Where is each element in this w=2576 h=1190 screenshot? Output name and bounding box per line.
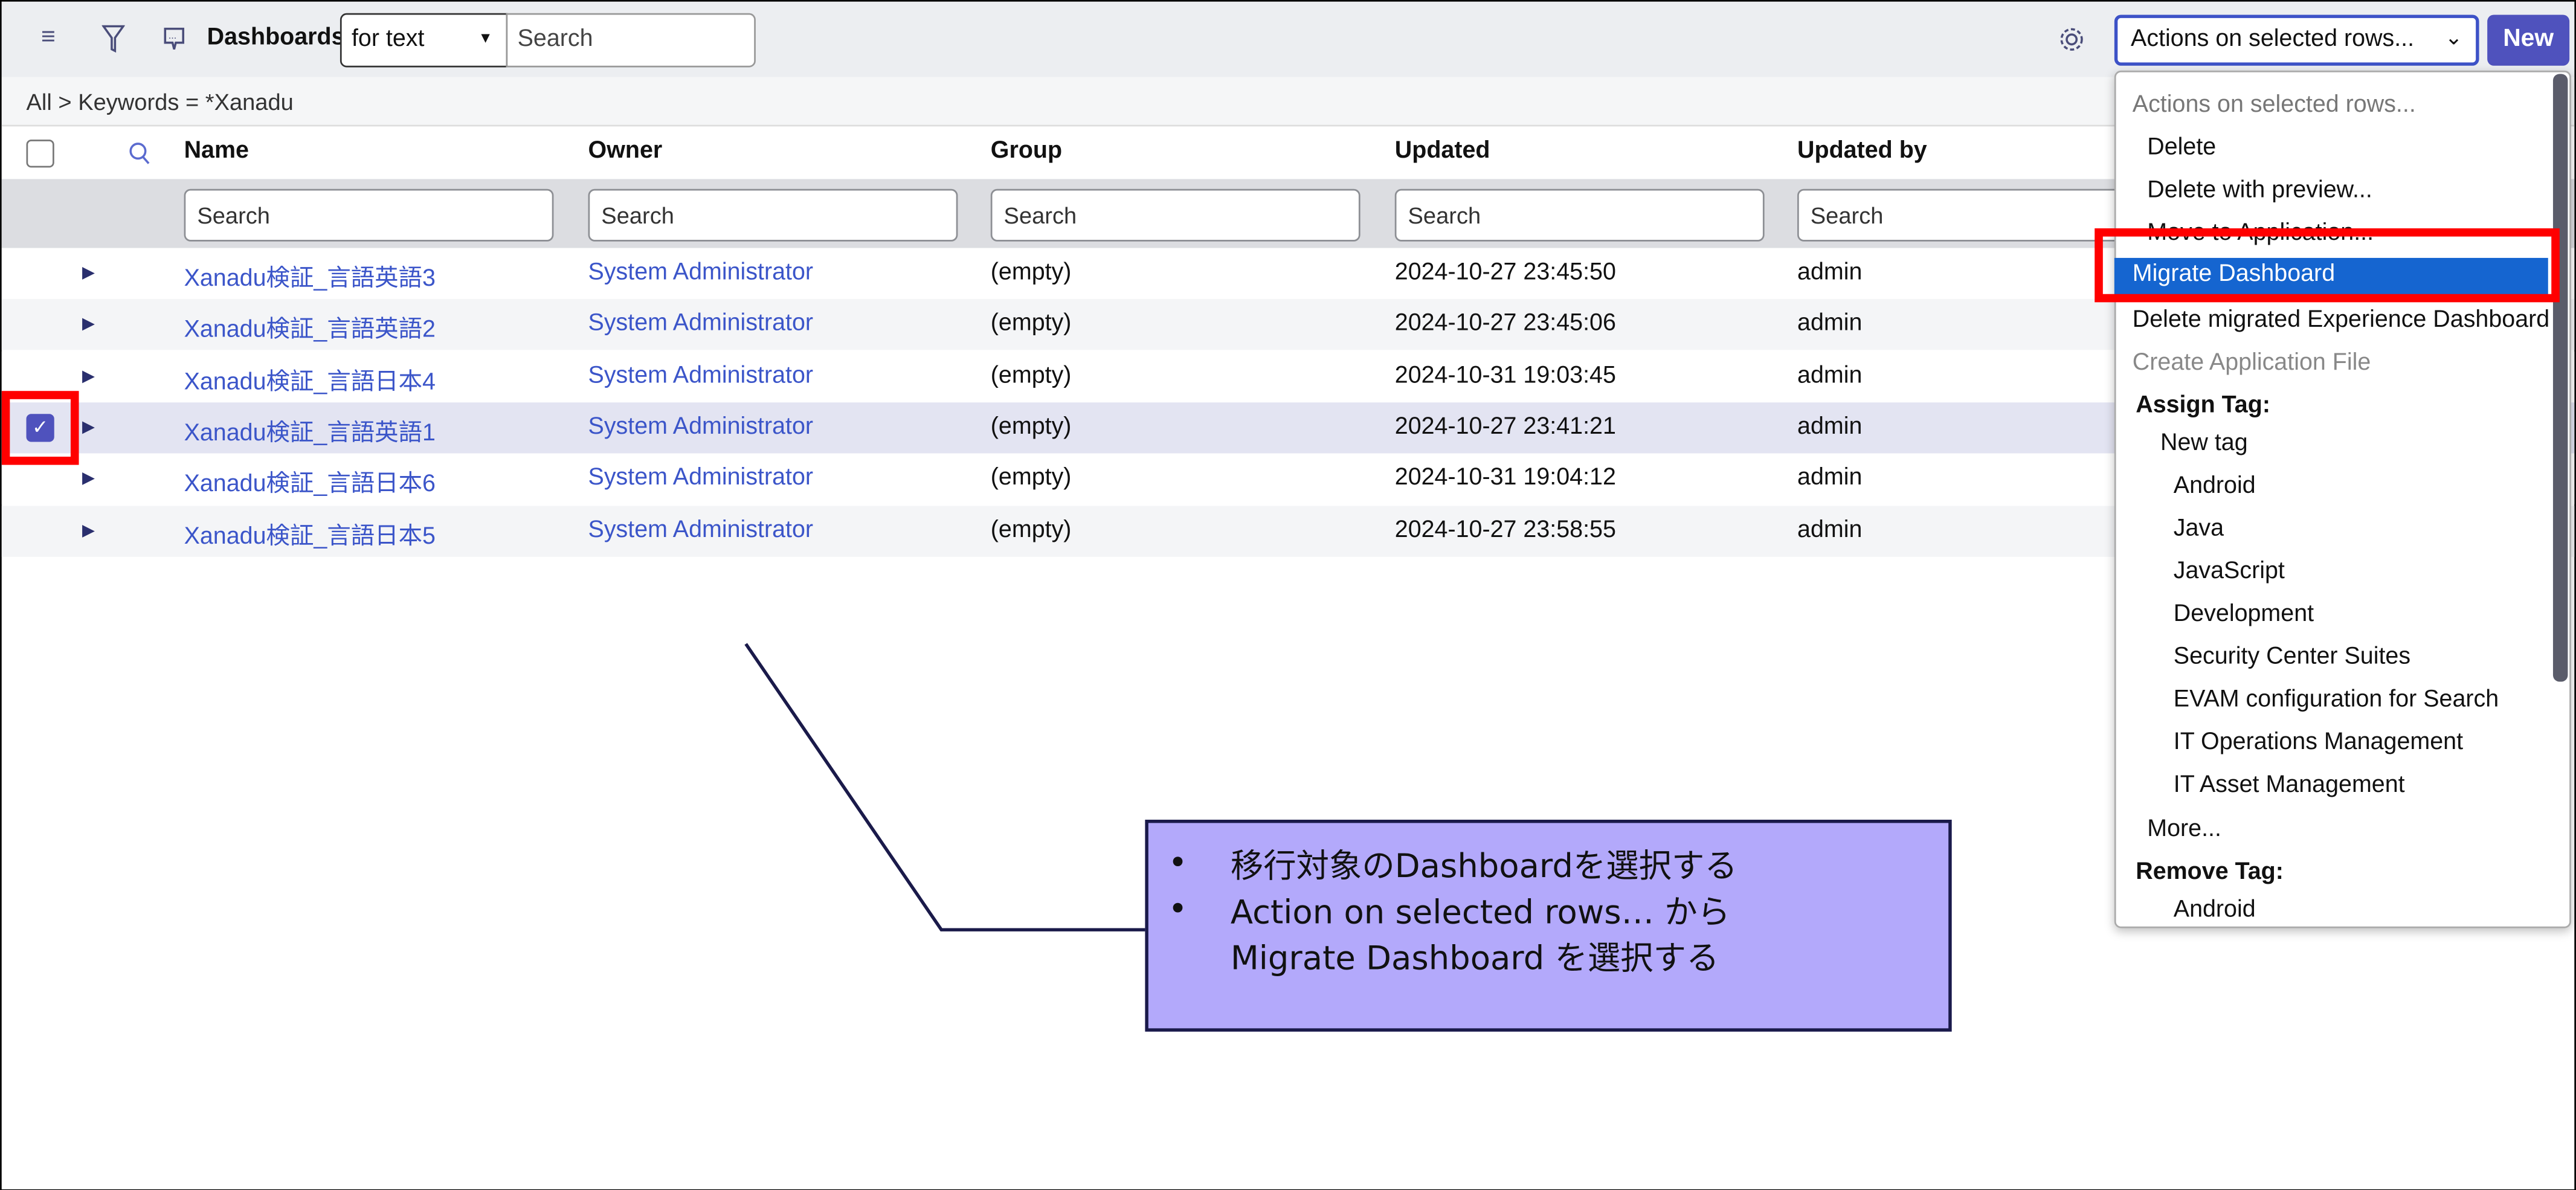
column-header-owner[interactable]: Owner — [588, 138, 663, 164]
updated-by-cell: admin — [1797, 310, 1863, 338]
owner-filter-input[interactable]: Search — [588, 188, 958, 242]
filter-icon[interactable] — [101, 25, 125, 53]
expand-row-icon[interactable]: ▶ — [82, 367, 95, 385]
name-link[interactable]: Xanadu検証_言語英語3 — [184, 266, 436, 293]
column-header-updated-by[interactable]: Updated by — [1797, 138, 1927, 164]
checkbox-highlight-annotation — [1, 391, 79, 465]
menu-item-it-asset-management[interactable]: IT Asset Management — [2173, 772, 2405, 799]
bullet: • — [1168, 889, 1188, 928]
actions-select-value: Actions on selected rows... — [2131, 26, 2415, 53]
updated-by-cell: admin — [1797, 259, 1863, 286]
updated-cell: 2024-10-27 23:41:21 — [1394, 413, 1616, 440]
owner-link[interactable]: System Administrator — [588, 465, 814, 492]
callout-line: Action on selected rows… から — [1230, 892, 1731, 931]
search-column-icon[interactable] — [128, 141, 151, 166]
menu-item-delete[interactable]: Delete — [2147, 134, 2217, 161]
expand-row-icon[interactable]: ▶ — [82, 470, 95, 489]
menu-item-delete-with-preview[interactable]: Delete with preview... — [2147, 177, 2372, 204]
group-cell: (empty) — [990, 516, 1072, 543]
updated-by-cell: admin — [1797, 413, 1863, 440]
name-link[interactable]: Xanadu検証_言語日本6 — [184, 471, 436, 498]
hamburger-menu-icon[interactable]: ≡ — [40, 23, 56, 51]
expand-row-icon[interactable]: ▶ — [82, 521, 95, 540]
caret-down-icon: ▼ — [478, 29, 493, 47]
menu-item-evam-configuration-for-search[interactable]: EVAM configuration for Search — [2173, 686, 2499, 713]
name-link[interactable]: Xanadu検証_言語英語2 — [184, 317, 436, 344]
name-link[interactable]: Xanadu検証_言語日本4 — [184, 368, 436, 396]
group-cell: (empty) — [990, 259, 1072, 286]
updated-by-cell: admin — [1797, 362, 1863, 389]
menu-item-actions-on-selected-rows: Actions on selected rows... — [2132, 92, 2416, 118]
svg-text:...: ... — [169, 30, 177, 41]
chevron-down-icon: ⌄ — [2444, 24, 2463, 50]
name-link[interactable]: Xanadu検証_言語英語1 — [184, 420, 436, 447]
comment-icon[interactable]: ... — [163, 27, 185, 53]
menu-item-security-center-suites[interactable]: Security Center Suites — [2173, 644, 2411, 671]
updated-by-cell: admin — [1797, 465, 1863, 492]
list-title: Dashboards — [207, 24, 345, 51]
list-search-input[interactable]: Search — [506, 13, 756, 68]
owner-link[interactable]: System Administrator — [588, 362, 814, 389]
row-checkbox[interactable]: ✓ — [26, 413, 54, 442]
menu-item-java[interactable]: Java — [2173, 515, 2224, 542]
updated-by-cell: admin — [1797, 516, 1863, 543]
search-mode-select[interactable]: for text ▼ — [340, 13, 508, 68]
column-header-updated[interactable]: Updated — [1394, 138, 1490, 164]
menu-item-javascript[interactable]: JavaScript — [2173, 558, 2285, 585]
group-cell: (empty) — [990, 362, 1072, 389]
column-header-group[interactable]: Group — [990, 138, 1063, 164]
updated-cell: 2024-10-31 19:04:12 — [1394, 465, 1616, 492]
menu-item-assign-tag: Assign Tag: — [2136, 392, 2270, 419]
updated-cell: 2024-10-27 23:45:06 — [1394, 310, 1616, 338]
actions-select[interactable]: Actions on selected rows... ⌄ — [2114, 14, 2479, 66]
menu-item-it-operations-management[interactable]: IT Operations Management — [2173, 729, 2464, 756]
select-all-checkbox[interactable] — [26, 140, 54, 168]
updated-filter-input[interactable]: Search — [1394, 188, 1765, 242]
menu-item-migrate-dashboard[interactable]: Migrate Dashboard — [2114, 257, 2548, 296]
menu-item-more[interactable]: More... — [2147, 816, 2221, 843]
updated-by-filter-input[interactable]: Search — [1797, 188, 2167, 242]
owner-link[interactable]: System Administrator — [588, 413, 814, 440]
expand-row-icon[interactable]: ▶ — [82, 264, 95, 283]
migrate-highlight-annotation — [2095, 228, 2560, 303]
group-filter-input[interactable]: Search — [990, 188, 1360, 242]
bullet: • — [1168, 843, 1188, 883]
gear-icon[interactable] — [2058, 27, 2085, 53]
menu-item-android[interactable]: Android — [2173, 896, 2256, 924]
updated-cell: 2024-10-27 23:45:50 — [1394, 259, 1616, 286]
column-header-name[interactable]: Name — [184, 138, 249, 164]
owner-link[interactable]: System Administrator — [588, 310, 814, 338]
owner-link[interactable]: System Administrator — [588, 259, 814, 286]
menu-item-delete-migrated-experience-dashboard[interactable]: Delete migrated Experience Dashboard — [2132, 307, 2550, 334]
updated-cell: 2024-10-27 23:58:55 — [1394, 516, 1616, 543]
name-link[interactable]: Xanadu検証_言語日本5 — [184, 523, 436, 550]
group-cell: (empty) — [990, 465, 1072, 492]
search-mode-value: for text — [351, 26, 425, 53]
callout-line: 移行対象のDashboardを選択する — [1230, 846, 1737, 886]
menu-item-create-application-file: Create Application File — [2132, 350, 2371, 376]
updated-cell: 2024-10-31 19:03:45 — [1394, 362, 1616, 389]
group-cell: (empty) — [990, 310, 1072, 338]
name-filter-input[interactable]: Search — [184, 188, 554, 242]
menu-item-android[interactable]: Android — [2173, 473, 2256, 500]
callout-line: Migrate Dashboard を選択する — [1230, 938, 1719, 978]
owner-link[interactable]: System Administrator — [588, 516, 814, 543]
expand-row-icon[interactable]: ▶ — [82, 315, 95, 334]
group-cell: (empty) — [990, 413, 1072, 440]
menu-item-development[interactable]: Development — [2173, 601, 2314, 628]
instruction-callout: • 移行対象のDashboardを選択する • Action on select… — [1145, 819, 1952, 1032]
new-button[interactable]: New — [2487, 14, 2570, 66]
menu-item-new-tag[interactable]: New tag — [2160, 430, 2248, 457]
menu-scrollbar[interactable] — [2552, 74, 2568, 682]
expand-row-icon[interactable]: ▶ — [82, 419, 95, 437]
actions-dropdown-menu: Actions on selected rows... Delete Delete … — [2114, 70, 2571, 928]
menu-item-remove-tag: Remove Tag: — [2136, 859, 2284, 886]
